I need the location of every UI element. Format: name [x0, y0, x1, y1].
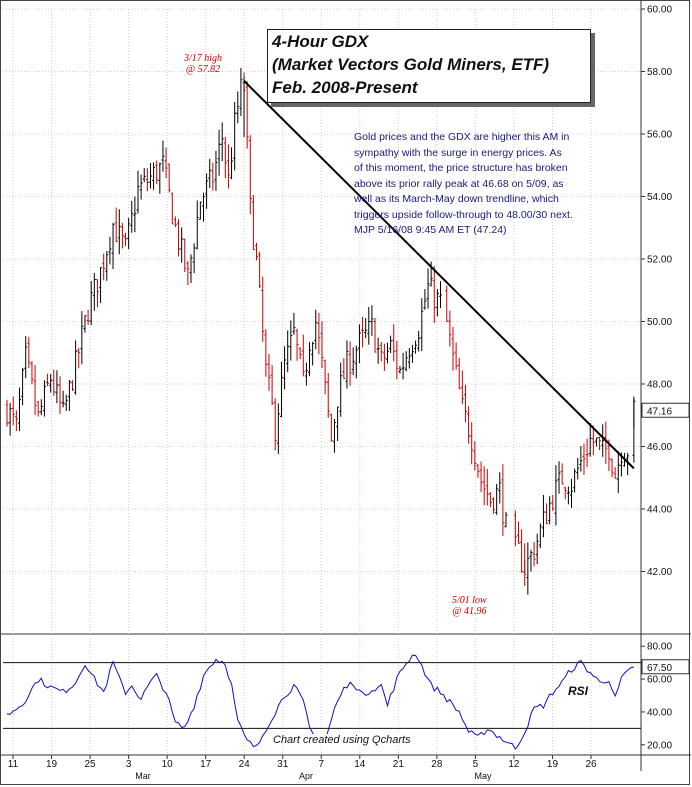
price-tick-label: 58.00 — [647, 67, 672, 78]
commentary-line: sympathy with the surge in energy prices… — [354, 146, 562, 159]
trendline — [243, 80, 635, 470]
date-tick-label: 26 — [585, 759, 597, 770]
downtrend-line — [243, 80, 635, 470]
chart-title-line3: Feb. 2008-Present — [272, 78, 418, 97]
chart-title-line2: (Market Vectors Gold Miners, ETF) — [272, 55, 550, 74]
chart-title-line1: 4-Hour GDX — [272, 32, 369, 51]
date-tick-label: 28 — [431, 759, 443, 770]
date-tick-label: 19 — [46, 759, 58, 770]
date-tick-label: 21 — [393, 759, 405, 770]
date-tick-label: 12 — [508, 759, 520, 770]
high-annotation-line1: 3/17 high — [184, 53, 223, 64]
commentary-line: above its prior rally peak at 46.68 on 5… — [354, 177, 564, 190]
date-tick-label: 31 — [277, 759, 289, 770]
month-label: May — [474, 771, 492, 781]
rsi-label: RSI — [568, 684, 589, 698]
commentary-text: Gold prices and the GDX are higher this … — [354, 130, 634, 239]
chart-credit: Chart created using Qcharts — [271, 734, 413, 746]
price-tick-label: 52.00 — [647, 255, 672, 266]
rsi-tick-label: 40.00 — [647, 707, 672, 718]
price-tick-label: 44.00 — [647, 505, 672, 516]
rsi-grid — [3, 662, 641, 729]
rsi-tick-label: 60.00 — [647, 675, 672, 686]
date-tick-label: 25 — [85, 759, 97, 770]
date-tick-label: 24 — [239, 759, 251, 770]
rsi-tick-label: 80.00 — [647, 642, 672, 653]
price-grid — [1, 1, 691, 771]
low-annotation: 5/01 low @ 41.96 — [452, 595, 487, 617]
price-tick-label: 48.00 — [647, 380, 672, 391]
month-label: Apr — [299, 771, 313, 781]
commentary-line: of this moment, the price structure has … — [354, 162, 568, 174]
commentary-line: triggers upside follow-through to 48.00/… — [354, 208, 573, 221]
price-tick-label: 42.00 — [647, 567, 672, 578]
date-tick-label: 17 — [200, 759, 212, 770]
date-tick-label: 11 — [8, 759, 19, 770]
date-tick-label: 5 — [473, 759, 479, 770]
month-label: Mar — [135, 771, 151, 781]
low-annotation-line2: @ 41.96 — [452, 606, 487, 617]
date-tick-label: 14 — [354, 759, 366, 770]
rsi-axis: 20.00 40.00 60.00 80.00 67.50 — [641, 642, 690, 751]
last-price-label: 47.16 — [647, 406, 672, 417]
price-tick-label: 60.00 — [647, 5, 672, 16]
high-annotation-line2: @ 57.82 — [185, 64, 221, 75]
date-axis: 11 19 25 3 10 17 24 31 7 14 21 28 5 12 19 26 Mar Apr May — [8, 755, 597, 781]
chart-title-box: 4-Hour GDX (Market Vectors Gold Miners, … — [267, 29, 591, 103]
price-axis: 42.00 44.00 46.00 48.00 50.00 52.00 54.00 56.00… — [641, 5, 690, 578]
price-tick-label: 56.00 — [647, 130, 672, 141]
date-tick-label: 19 — [547, 759, 559, 770]
price-tick-label: 50.00 — [647, 317, 672, 328]
commentary-line: Gold prices and the GDX are higher this … — [354, 131, 570, 143]
last-price-box — [641, 402, 690, 418]
date-tick-label: 10 — [162, 759, 174, 770]
high-annotation: 3/17 high @ 57.82 — [184, 53, 222, 75]
rsi-last-label: 67.50 — [647, 663, 672, 674]
rsi-last-box — [641, 659, 690, 675]
commentary-line: MJP 5/16/08 9:45 AM ET (47.24) — [354, 224, 507, 236]
date-tick-label: 7 — [318, 759, 324, 770]
price-tick-label: 54.00 — [647, 192, 672, 203]
commentary-line: well as its March-May down trendline, wh… — [354, 193, 559, 205]
low-annotation-line1: 5/01 low — [452, 595, 487, 606]
rsi-tick-label: 20.00 — [647, 740, 672, 751]
price-tick-label: 46.00 — [647, 442, 672, 453]
price-bars — [5, 67, 636, 595]
date-tick-label: 3 — [126, 759, 132, 770]
